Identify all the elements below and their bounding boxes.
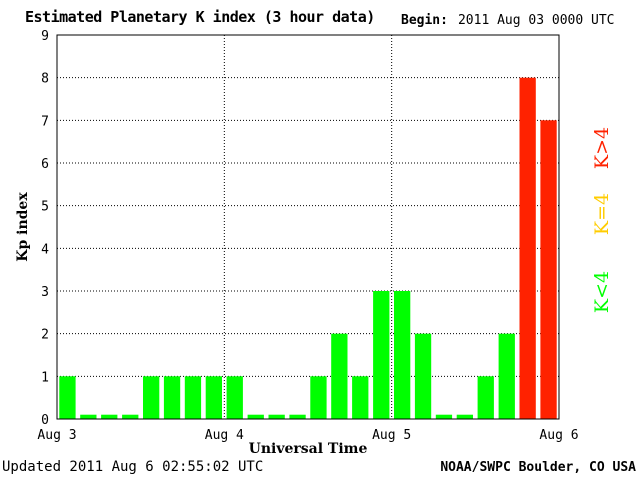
kp-bar [414,333,432,419]
kp-bar [226,376,243,419]
x-tick-label: Aug 6 [539,428,578,443]
x-tick-label: Aug 5 [372,428,411,443]
kp-bar [122,414,139,419]
x-axis-title: Universal Time [249,441,368,457]
x-tick-label: Aug 4 [205,428,244,443]
kp-bar [80,414,97,419]
credit-line: NOAA/SWPC Boulder, CO USA [440,460,636,475]
grid-lines [57,35,559,419]
kp-bar [498,333,515,419]
y-tick-label: 6 [41,157,49,172]
y-tick-label: 7 [41,114,49,129]
kp-bar [394,291,411,419]
kp-bar [331,333,348,419]
y-tick-label: 3 [41,285,49,300]
kp-bar [352,376,369,419]
plot-frame [56,34,560,420]
kp-bar [247,414,264,419]
kp-bar [101,414,118,419]
begin-time: Begin: 2011 Aug 03 0000 UTC [401,13,615,28]
updated-timestamp: Updated 2011 Aug 6 02:55:02 UTC [2,459,264,475]
y-tick-label: 1 [41,370,49,385]
y-tick-label: 4 [41,242,49,257]
kp-bar [143,376,160,419]
kp-bar [184,376,202,419]
kp-bar [540,120,557,420]
kp-bar [205,376,222,419]
y-tick-label: 2 [41,328,49,343]
kp-bar [456,414,473,419]
legend-low: K<4 [591,271,613,313]
y-tick-label: 9 [41,29,49,44]
x-axis: Aug 3 Aug 4 Aug 5 Aug 6 [37,428,578,443]
kp-bar [477,376,494,419]
kp-bar [519,77,536,419]
legend-mid: K=4 [591,193,613,235]
begin-label: Begin: [401,13,448,28]
kp-bar [59,376,76,419]
kp-bar [289,414,306,419]
y-tick-label: 8 [41,72,49,87]
bars [59,77,557,420]
y-tick-label: 0 [41,413,49,428]
begin-value: 2011 Aug 03 0000 UTC [457,13,615,28]
kp-bar [435,414,453,419]
x-tick-label: Aug 3 [37,428,76,443]
chart-title: Estimated Planetary K index (3 hour data… [25,8,375,26]
y-axis: 0 1 2 3 4 5 6 7 8 9 [41,29,49,428]
kp-bar [310,376,327,419]
kp-bar [373,291,390,419]
y-axis-title: Kp index [15,192,31,262]
kp-bar [268,414,285,419]
kp-bar [163,376,181,419]
y-tick-label: 5 [41,200,49,215]
legend-high: K>4 [591,127,613,169]
